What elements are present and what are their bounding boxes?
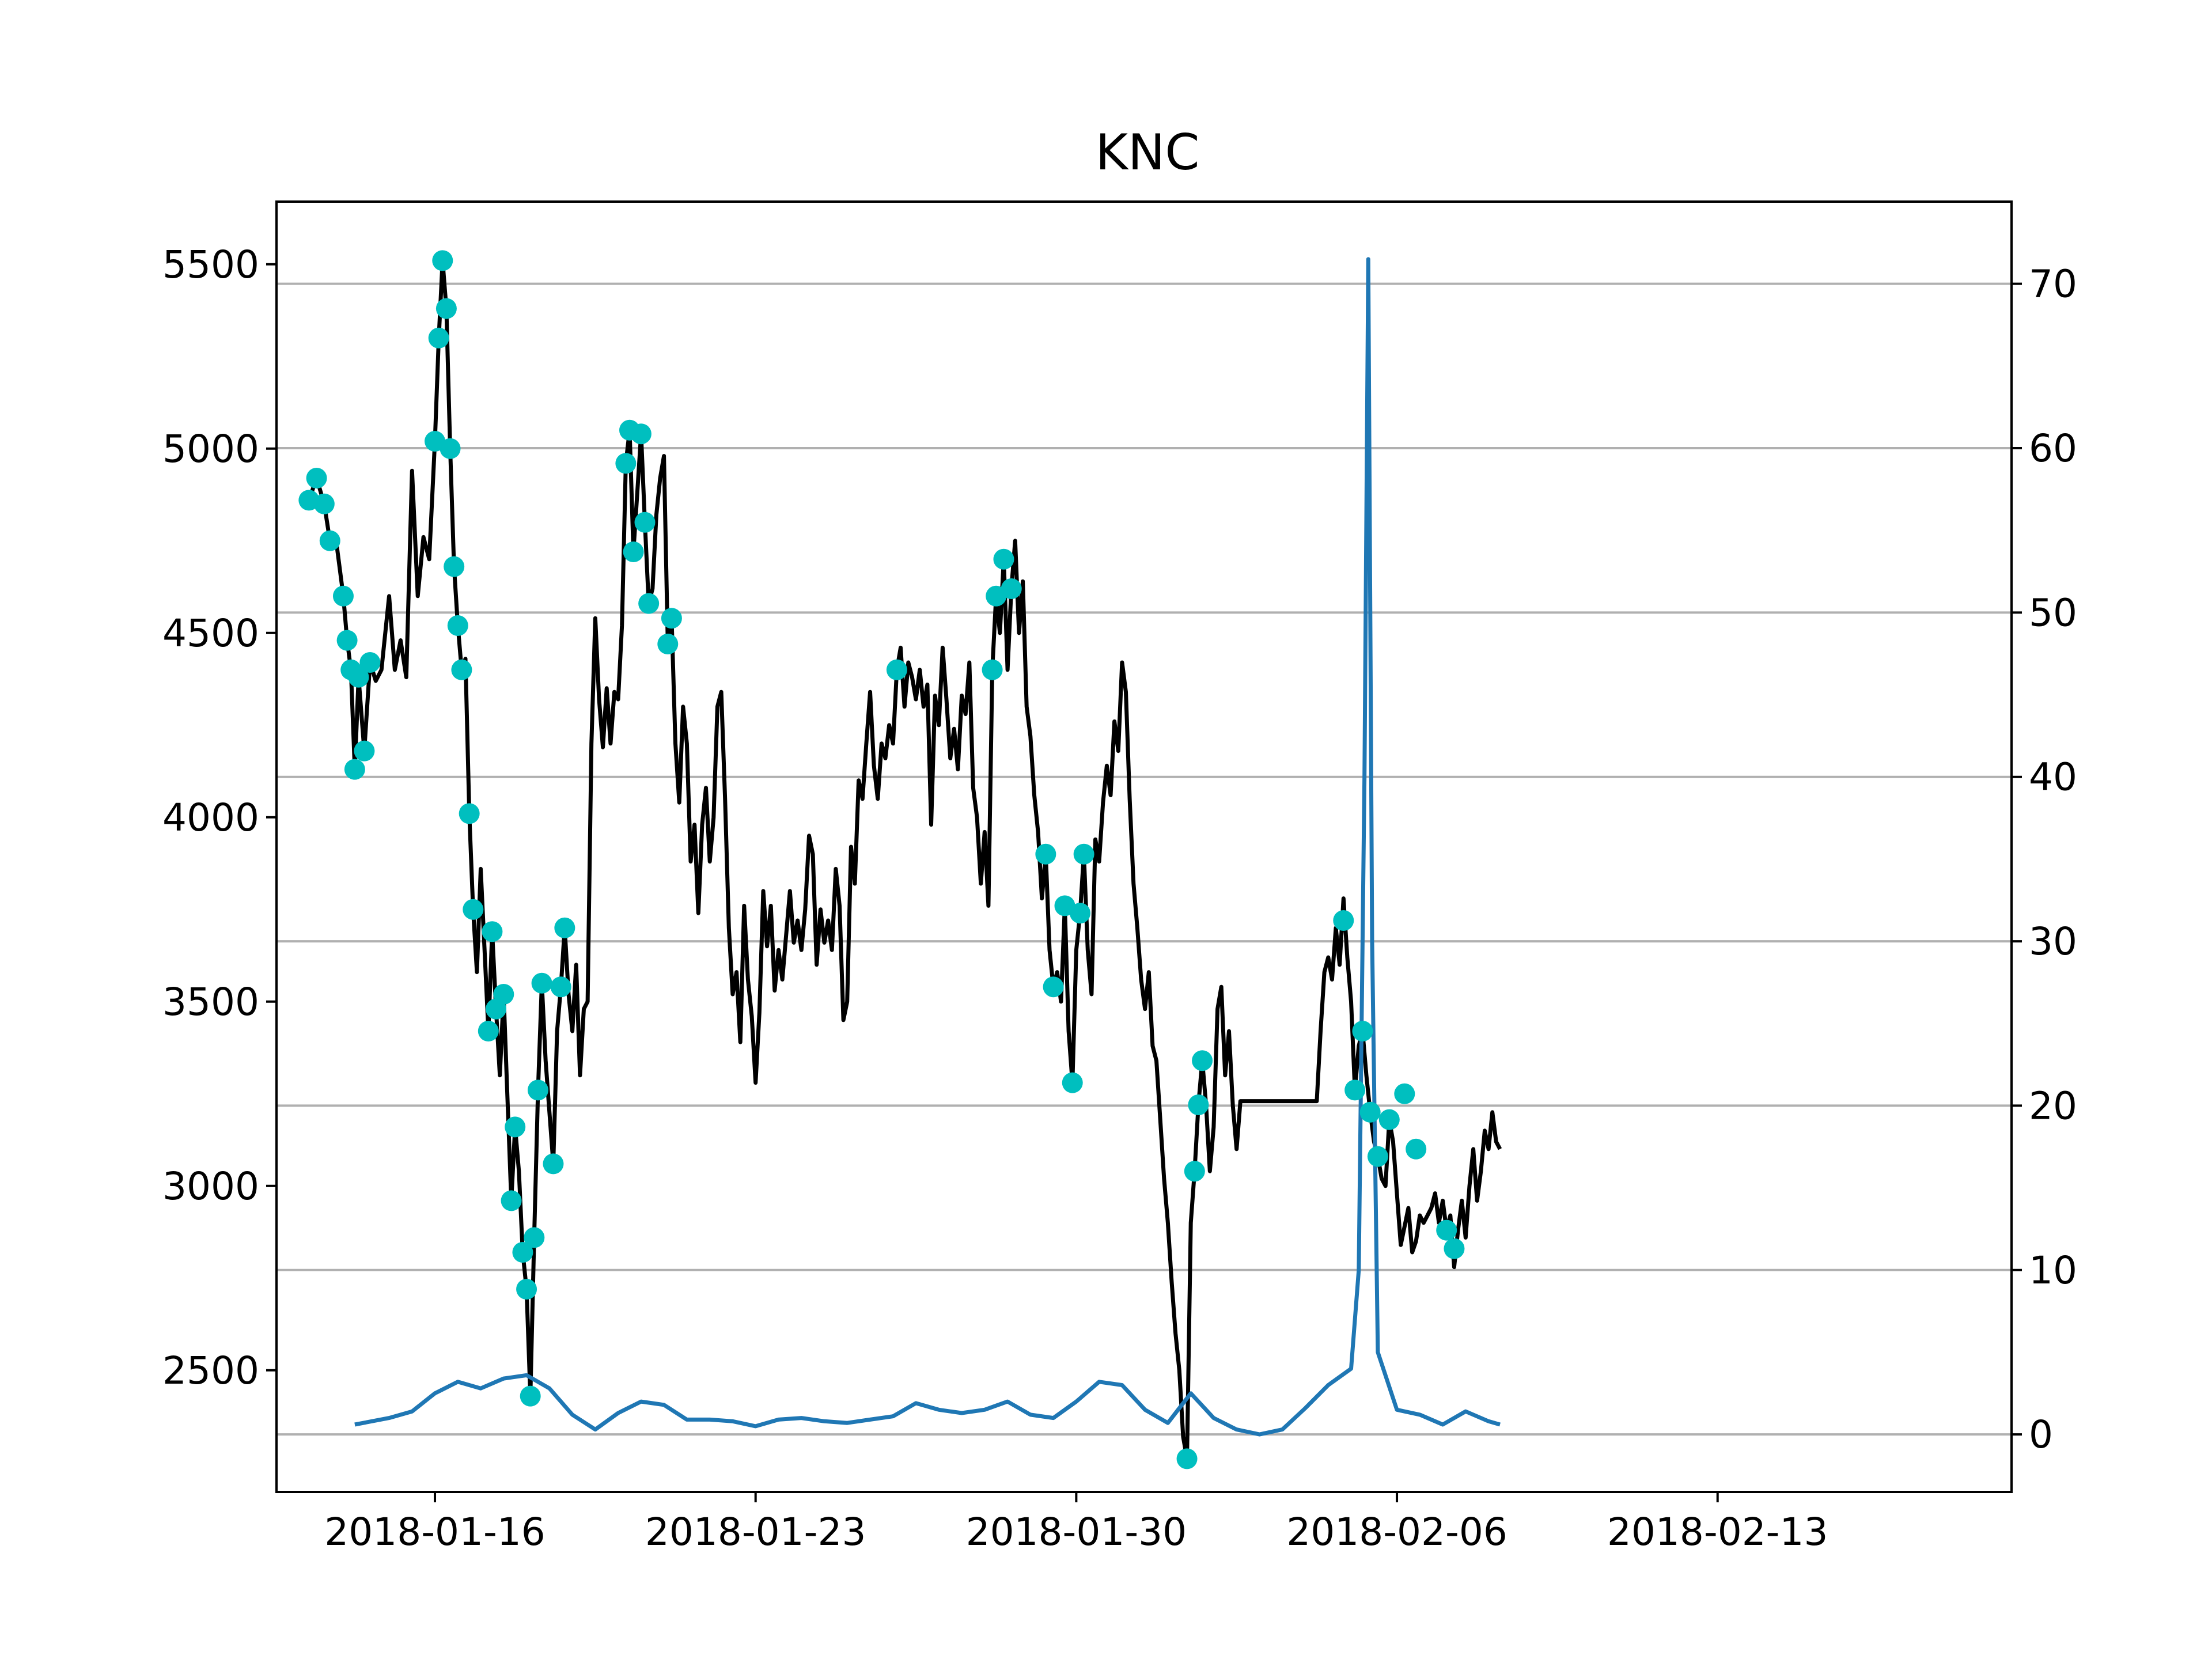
marker-point (493, 984, 514, 1005)
marker-point (332, 585, 354, 607)
x-tick-label: 2018-02-06 (1286, 1510, 1508, 1554)
marker-point (615, 453, 637, 474)
marker-point (1043, 976, 1064, 998)
marker-point (463, 899, 484, 920)
marker-point (993, 548, 1014, 570)
marker-point (451, 659, 472, 680)
marker-point (501, 1190, 522, 1211)
axes-layer: 2500 3000 3500 4000 4500 5000 5500 0 10 20 30 40 50 6… (162, 200, 2077, 1554)
y-left-tick-label: 5000 (162, 427, 259, 471)
x-tick-label: 2018-02-13 (1607, 1510, 1828, 1554)
marker-point (344, 759, 365, 780)
marker-point (886, 659, 907, 680)
marker-point (1035, 843, 1056, 865)
marker-point (1394, 1083, 1415, 1104)
marker-point (432, 250, 453, 271)
marker-point (306, 468, 327, 488)
marker-point (524, 1227, 545, 1248)
marker-point (634, 512, 656, 533)
marker-point (359, 652, 381, 673)
marker-point (1001, 578, 1022, 599)
marker-point (428, 327, 449, 349)
x-tick-label: 2018-01-23 (645, 1510, 866, 1554)
marker-point (982, 659, 1003, 680)
marker-point (661, 608, 682, 629)
marker-point (527, 1080, 548, 1101)
marker-point (638, 593, 660, 614)
marker-point (1359, 1101, 1381, 1123)
chart-title: KNC (1096, 124, 1200, 181)
marker-point (354, 740, 375, 762)
marker-point (520, 1385, 541, 1407)
marker-point (550, 976, 571, 998)
plot-frame (275, 200, 2013, 1493)
marker-point (505, 1116, 526, 1138)
marker-point (1073, 843, 1094, 865)
y-left-tick-label: 3500 (162, 980, 259, 1024)
marker-point (630, 423, 652, 445)
y-right-tick-label: 50 (2029, 590, 2077, 635)
marker-point (482, 921, 503, 942)
marker-point (1367, 1146, 1388, 1167)
marker-point (478, 1021, 499, 1041)
marker-point (657, 634, 679, 654)
x-tick-label: 2018-01-30 (966, 1510, 1187, 1554)
y-right-tick-label: 60 (2029, 426, 2077, 471)
y-right-tick-label: 70 (2029, 262, 2077, 306)
marker-point (1062, 1072, 1083, 1093)
marker-point (554, 917, 575, 938)
marker-point (336, 630, 358, 651)
secondary-series-line (354, 257, 1501, 1437)
marker-point (1188, 1094, 1209, 1115)
y-right-tick-label: 10 (2029, 1248, 2077, 1293)
marker-point (1344, 1080, 1366, 1101)
marker-point (313, 493, 335, 514)
marker-point (1444, 1238, 1465, 1259)
y-right-tick-label: 40 (2029, 755, 2077, 800)
marker-point (516, 1279, 537, 1300)
marker-point (1192, 1050, 1213, 1071)
marker-point (444, 556, 465, 577)
y-right-tick-label: 20 (2029, 1084, 2077, 1128)
marker-point (1184, 1161, 1205, 1182)
grid-layer (276, 282, 2012, 1436)
marker-point (1333, 910, 1354, 931)
marker-point (512, 1242, 533, 1263)
marker-point (623, 541, 644, 562)
marker-point (1069, 903, 1090, 924)
y-right-tick-label: 30 (2029, 919, 2077, 964)
marker-point (440, 438, 461, 459)
marker-point (543, 1153, 564, 1175)
price-series-line (306, 258, 1502, 1461)
marker-point (531, 972, 552, 994)
marker-point (1352, 1021, 1373, 1041)
marker-point (319, 530, 340, 551)
marker-point (1406, 1138, 1427, 1160)
marker-point (459, 803, 480, 824)
marker-point (348, 666, 369, 688)
y-left-tick-label: 3000 (162, 1164, 259, 1209)
marker-point (435, 298, 457, 319)
y-left-tick-label: 5500 (162, 243, 259, 287)
marker-point (1176, 1448, 1198, 1469)
y-right-tick-label: 0 (2029, 1412, 2053, 1457)
series-layer (298, 250, 1502, 1469)
marker-point (1436, 1219, 1457, 1241)
marker-point (447, 615, 468, 636)
y-left-tick-label: 4000 (162, 796, 259, 840)
y-left-tick-label: 2500 (162, 1349, 259, 1393)
marker-point (1378, 1109, 1400, 1130)
y-left-tick-label: 4500 (162, 611, 259, 656)
x-tick-label: 2018-01-16 (324, 1510, 546, 1554)
